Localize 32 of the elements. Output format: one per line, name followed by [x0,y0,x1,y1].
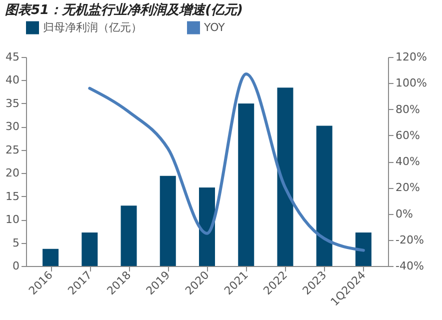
y2-tick-label: 120% [396,50,427,64]
y-tick-label: 0 [12,260,20,272]
y-tick-label: 25 [6,143,20,156]
y2-tick-label: 80% [396,102,420,116]
bar [316,126,332,266]
y-tick-label: 5 [12,236,20,250]
y-tick-label: 30 [6,120,20,134]
bar [160,176,176,266]
bar [42,248,59,266]
bar [199,188,215,266]
y2-tick-label: 0% [396,207,413,220]
y-tick-label: 10 [6,213,20,226]
y-tick-label: 35 [6,96,20,110]
y-tick-label: 40 [6,74,20,87]
chart-title: 图表51：无机盐行业净利润及增速(亿元) [5,2,243,18]
bar [82,232,98,266]
legend-label: 归母净利润（亿元） [43,20,142,34]
bar [238,103,254,266]
y2-tick-label: 20% [396,181,420,194]
y2-tick-label: -40% [396,260,424,272]
y-tick-label: 20 [6,166,20,180]
y-tick-label: 15 [6,190,20,203]
y-tick-label: 45 [6,50,20,64]
bar [120,206,137,266]
y2-tick-label: 40% [396,155,420,168]
y2-tick-label: 60% [396,128,420,142]
bar [355,232,372,266]
y2-tick-label: 100% [396,76,427,90]
legend-label: YOY [203,20,226,34]
bar [277,88,294,266]
y2-tick-label: -20% [396,233,424,246]
line-series [88,72,365,252]
